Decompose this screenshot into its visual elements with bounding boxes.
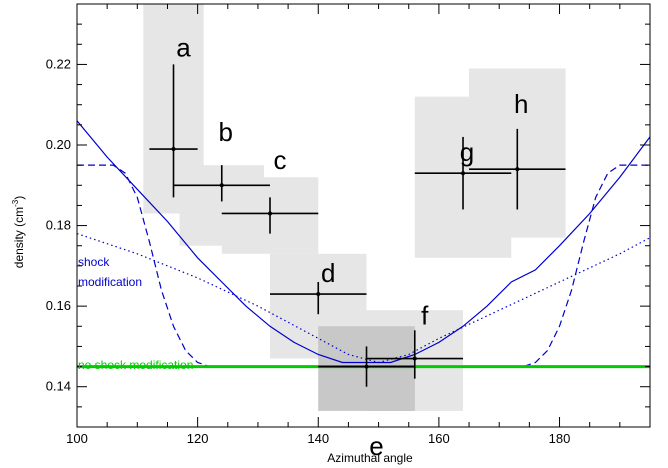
box-label-f: f: [421, 300, 429, 330]
plot-border: [76, 3, 651, 428]
box-label-b: b: [218, 117, 232, 147]
x-tick-label: 100: [66, 431, 88, 446]
box-labels: a b c d e f g h: [176, 32, 528, 461]
point-c: [268, 211, 273, 216]
point-d: [316, 292, 321, 297]
y-axis-title-sup: -3: [11, 199, 20, 207]
series-line-2: [76, 233, 651, 364]
axis-ticks: 100 120 140 160 180 0.14 0.16 0.18 0.20 0.22: [46, 3, 651, 446]
y-tick-label: 0.14: [46, 379, 71, 394]
x-tick-label: 120: [187, 431, 209, 446]
box-label-g: g: [460, 137, 474, 167]
box-label-a: a: [176, 32, 191, 62]
box-label-c: c: [274, 145, 287, 175]
box-label-h: h: [514, 89, 528, 119]
x-tick-label: 160: [428, 431, 450, 446]
annotation-shock: shock: [78, 255, 110, 269]
shaded-boxes: [143, 4, 566, 411]
point-g: [461, 171, 466, 176]
box-label-d: d: [321, 258, 335, 288]
y-tick-label: 0.22: [46, 56, 71, 71]
annotation-modification: modification: [78, 275, 142, 289]
annotations: shock modification no shock modification: [78, 255, 193, 372]
y-tick-label: 0.16: [46, 298, 71, 313]
y-axis-title-close: ): [12, 196, 26, 200]
y-axis-title-main: density (cm: [12, 207, 26, 268]
annotation-no-shock: no shock modification: [78, 358, 193, 372]
box-label-e: e: [369, 431, 383, 461]
x-tick-label: 140: [307, 431, 329, 446]
y-tick-label: 0.18: [46, 218, 71, 233]
x-tick-label: 180: [549, 431, 571, 446]
point-f: [412, 356, 417, 361]
y-tick-label: 0.20: [46, 137, 71, 152]
plot-frame: [76, 3, 651, 428]
point-h: [515, 167, 520, 172]
data-points: [149, 64, 566, 387]
y-axis-title: density (cm-3): [11, 196, 26, 268]
point-a: [171, 147, 176, 152]
x-axis-title: Azimuthal angle: [327, 451, 413, 465]
point-b: [219, 183, 224, 188]
point-e: [364, 364, 369, 369]
